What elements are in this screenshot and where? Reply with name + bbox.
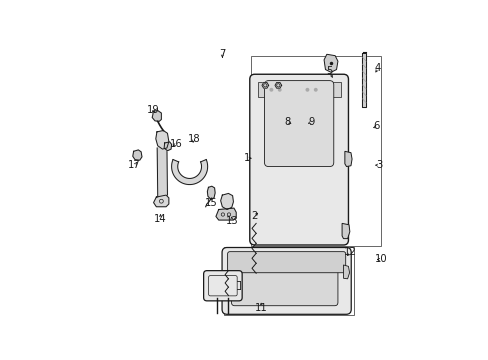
Text: 1: 1 [244,153,250,163]
Text: 6: 6 [373,121,379,131]
Polygon shape [343,265,349,279]
Text: 14: 14 [154,214,166,224]
Polygon shape [153,195,168,207]
Bar [251,56,380,246]
Polygon shape [220,193,233,210]
Polygon shape [324,54,337,72]
Circle shape [305,88,309,92]
Text: 11: 11 [254,303,267,313]
Text: 13: 13 [225,216,238,226]
FancyBboxPatch shape [264,81,333,167]
Text: 4: 4 [374,63,381,73]
FancyBboxPatch shape [203,271,242,301]
Polygon shape [344,151,351,167]
Text: 15: 15 [204,198,217,208]
Circle shape [313,88,317,92]
Polygon shape [207,186,215,199]
Polygon shape [152,111,161,121]
Text: 16: 16 [169,139,182,149]
Text: 19: 19 [146,105,159,115]
Polygon shape [274,82,281,88]
Polygon shape [156,131,168,149]
FancyBboxPatch shape [231,257,337,306]
FancyBboxPatch shape [249,74,348,245]
Circle shape [269,88,273,92]
Text: 7: 7 [219,49,225,59]
Circle shape [277,88,281,92]
Polygon shape [133,150,142,160]
Bar [257,82,340,97]
Polygon shape [361,53,366,107]
Text: 12: 12 [344,247,356,257]
Polygon shape [157,146,167,197]
Polygon shape [262,82,268,88]
Bar [224,247,353,315]
Text: 8: 8 [284,117,290,127]
Text: 2: 2 [250,211,257,221]
Polygon shape [164,142,171,151]
Polygon shape [342,223,349,239]
Text: 18: 18 [187,134,200,144]
Polygon shape [216,208,236,220]
Text: 3: 3 [376,160,382,170]
Text: 10: 10 [374,255,386,264]
Text: 5: 5 [326,66,332,76]
FancyBboxPatch shape [222,247,350,314]
Text: 9: 9 [308,117,314,127]
Polygon shape [171,159,207,185]
Text: 17: 17 [128,160,141,170]
FancyBboxPatch shape [227,252,345,273]
